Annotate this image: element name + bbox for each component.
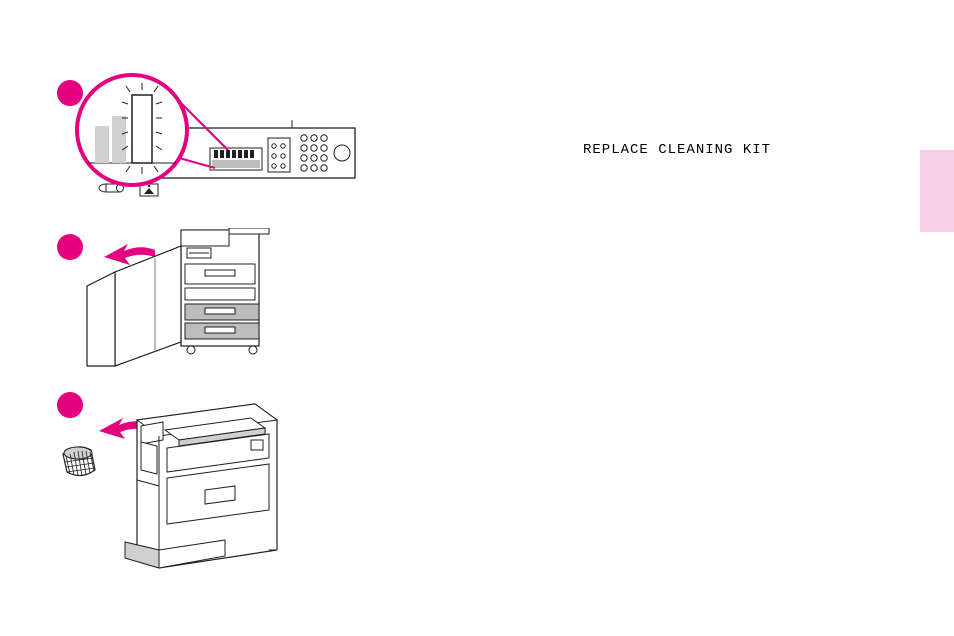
step-3-illustration xyxy=(55,400,285,585)
step-2-illustration xyxy=(85,228,285,368)
step-2-marker xyxy=(57,234,83,260)
manual-page: REPLACE CLEANING KIT xyxy=(0,0,954,636)
printer-display-message: REPLACE CLEANING KIT xyxy=(583,142,771,158)
step-1-illustration xyxy=(60,68,360,223)
section-tab xyxy=(920,150,954,232)
